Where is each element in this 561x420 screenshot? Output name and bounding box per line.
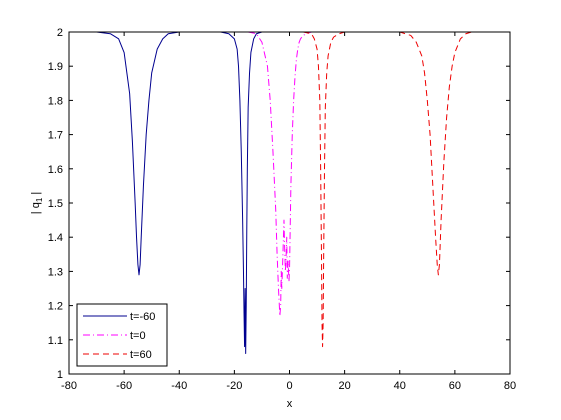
y-axis-label: | q1 | [30,192,44,214]
x-tick-label: -40 [171,380,187,392]
y-axis-label-suffix: | [30,192,42,198]
y-axis-label-main: | q [30,202,42,214]
x-tick-label: 20 [339,380,351,392]
x-tick-label: -80 [61,380,77,392]
x-tick-label: 40 [394,380,406,392]
y-axis-label-subscript: 1 [35,197,44,202]
legend-label-t-0: t=0 [130,330,146,342]
y-tick-label: 1.8 [48,95,63,107]
y-tick-label: 1.9 [48,61,63,73]
y-tick-label: 1.6 [48,164,63,176]
y-tick-label: 1.7 [48,130,63,142]
y-tick-label: 1.3 [48,266,63,278]
legend: t=-60 t=0 t=60 [76,303,168,367]
y-tick-label: 1 [57,369,63,381]
series-line-1 [248,31,323,317]
y-tick-label: 2 [57,27,63,39]
series-line-0 [96,31,276,354]
y-tick-label: 1.1 [48,335,63,347]
x-axis-label: x [287,398,293,410]
x-tick-label: 0 [286,380,292,392]
x-tick-label: 60 [449,380,461,392]
legend-label-t-minus-60: t=-60 [130,311,155,323]
x-tick-label: -60 [116,380,132,392]
x-tick-label: -20 [226,380,242,392]
y-tick-label: 1.5 [48,198,63,210]
series-layer [96,31,483,354]
y-tick-label: 1.2 [48,301,63,313]
x-tick-label: 80 [504,380,516,392]
series-line-2 [303,31,483,348]
ticks-layer: -80 -60 -40 -20 0 20 40 60 80 1 1.1 1.2 1.3 1.4 1.5 1.6… [48,27,516,392]
y-tick-label: 1.4 [48,232,63,244]
legend-label-t-60: t=60 [130,349,152,361]
